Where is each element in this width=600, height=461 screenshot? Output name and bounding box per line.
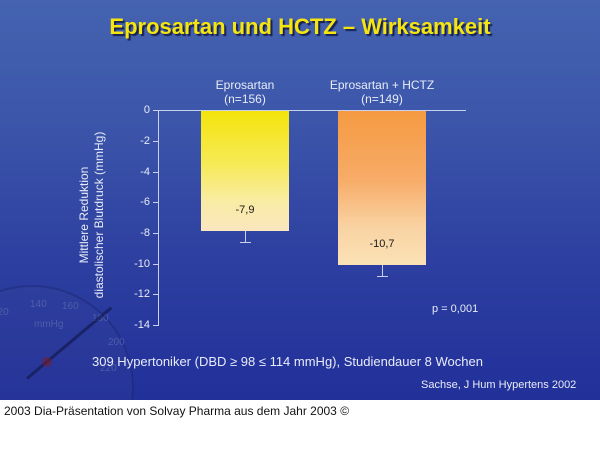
y-tick-label: -2 (140, 135, 150, 147)
image-caption: 2003 Dia-Präsentation von Solvay Pharma … (4, 404, 350, 418)
y-axis-label-line1: Mittlere Reduktion (77, 166, 91, 264)
zero-baseline (158, 110, 466, 111)
y-tick (153, 110, 159, 111)
bar-value-label: -10,7 (369, 238, 395, 250)
gauge-label: 160 (62, 301, 79, 312)
y-tick (153, 141, 159, 142)
p-value: p = 0,001 (432, 303, 479, 315)
y-tick-label: -12 (134, 288, 150, 300)
gauge-label: 120 (0, 307, 9, 318)
slide-title: Eprosartan und HCTZ – Wirksamkeit (109, 14, 491, 39)
gauge-hub (42, 357, 52, 367)
y-tick-label: -14 (134, 319, 150, 331)
y-axis-line (158, 110, 159, 326)
error-bar-cap (377, 276, 388, 277)
gauge-unit: mmHg (34, 319, 64, 330)
bar-value-label: -7,9 (235, 204, 255, 216)
category-label-eprosartan: Eprosartan (n=156) (195, 78, 295, 106)
category-n: (n=149) (361, 92, 403, 106)
category-name: Eprosartan (215, 78, 275, 92)
y-tick (153, 233, 159, 234)
y-tick (153, 202, 159, 203)
slide: 120 140 160 180 200 220 mmHg Eprosartan … (0, 0, 600, 400)
y-tick (153, 172, 159, 173)
category-label-eprosartan-hctz: Eprosartan + HCTZ (n=149) (312, 78, 452, 106)
blood-pressure-gauge-decoration: 120 140 160 180 200 220 mmHg (0, 285, 134, 400)
y-tick (153, 294, 159, 295)
category-n: (n=156) (224, 92, 266, 106)
y-tick-label: -4 (140, 166, 150, 178)
y-axis-label-line2: diastolischer Blutdruck (mmHg) (92, 131, 106, 299)
y-tick-label: -10 (134, 258, 150, 270)
y-tick-label: 0 (143, 104, 150, 116)
source-citation: Sachse, J Hum Hypertens 2002 (421, 379, 577, 391)
y-tick-label: -6 (140, 196, 150, 208)
y-tick (153, 325, 159, 326)
error-bar-cap (240, 242, 251, 243)
gauge-label: 200 (108, 337, 125, 348)
gauge-label: 140 (30, 299, 47, 310)
bar-eprosartan (201, 111, 289, 231)
error-bar (245, 231, 246, 242)
study-note: 309 Hypertoniker (DBD ≥ 98 ≤ 114 mmHg), … (92, 354, 483, 369)
y-tick (153, 264, 159, 265)
bar-eprosartan-hctz (338, 111, 426, 265)
y-tick-label: -8 (140, 227, 150, 239)
gauge-label: 220 (100, 363, 117, 374)
error-bar (382, 265, 383, 276)
category-name: Eprosartan + HCTZ (329, 78, 435, 92)
